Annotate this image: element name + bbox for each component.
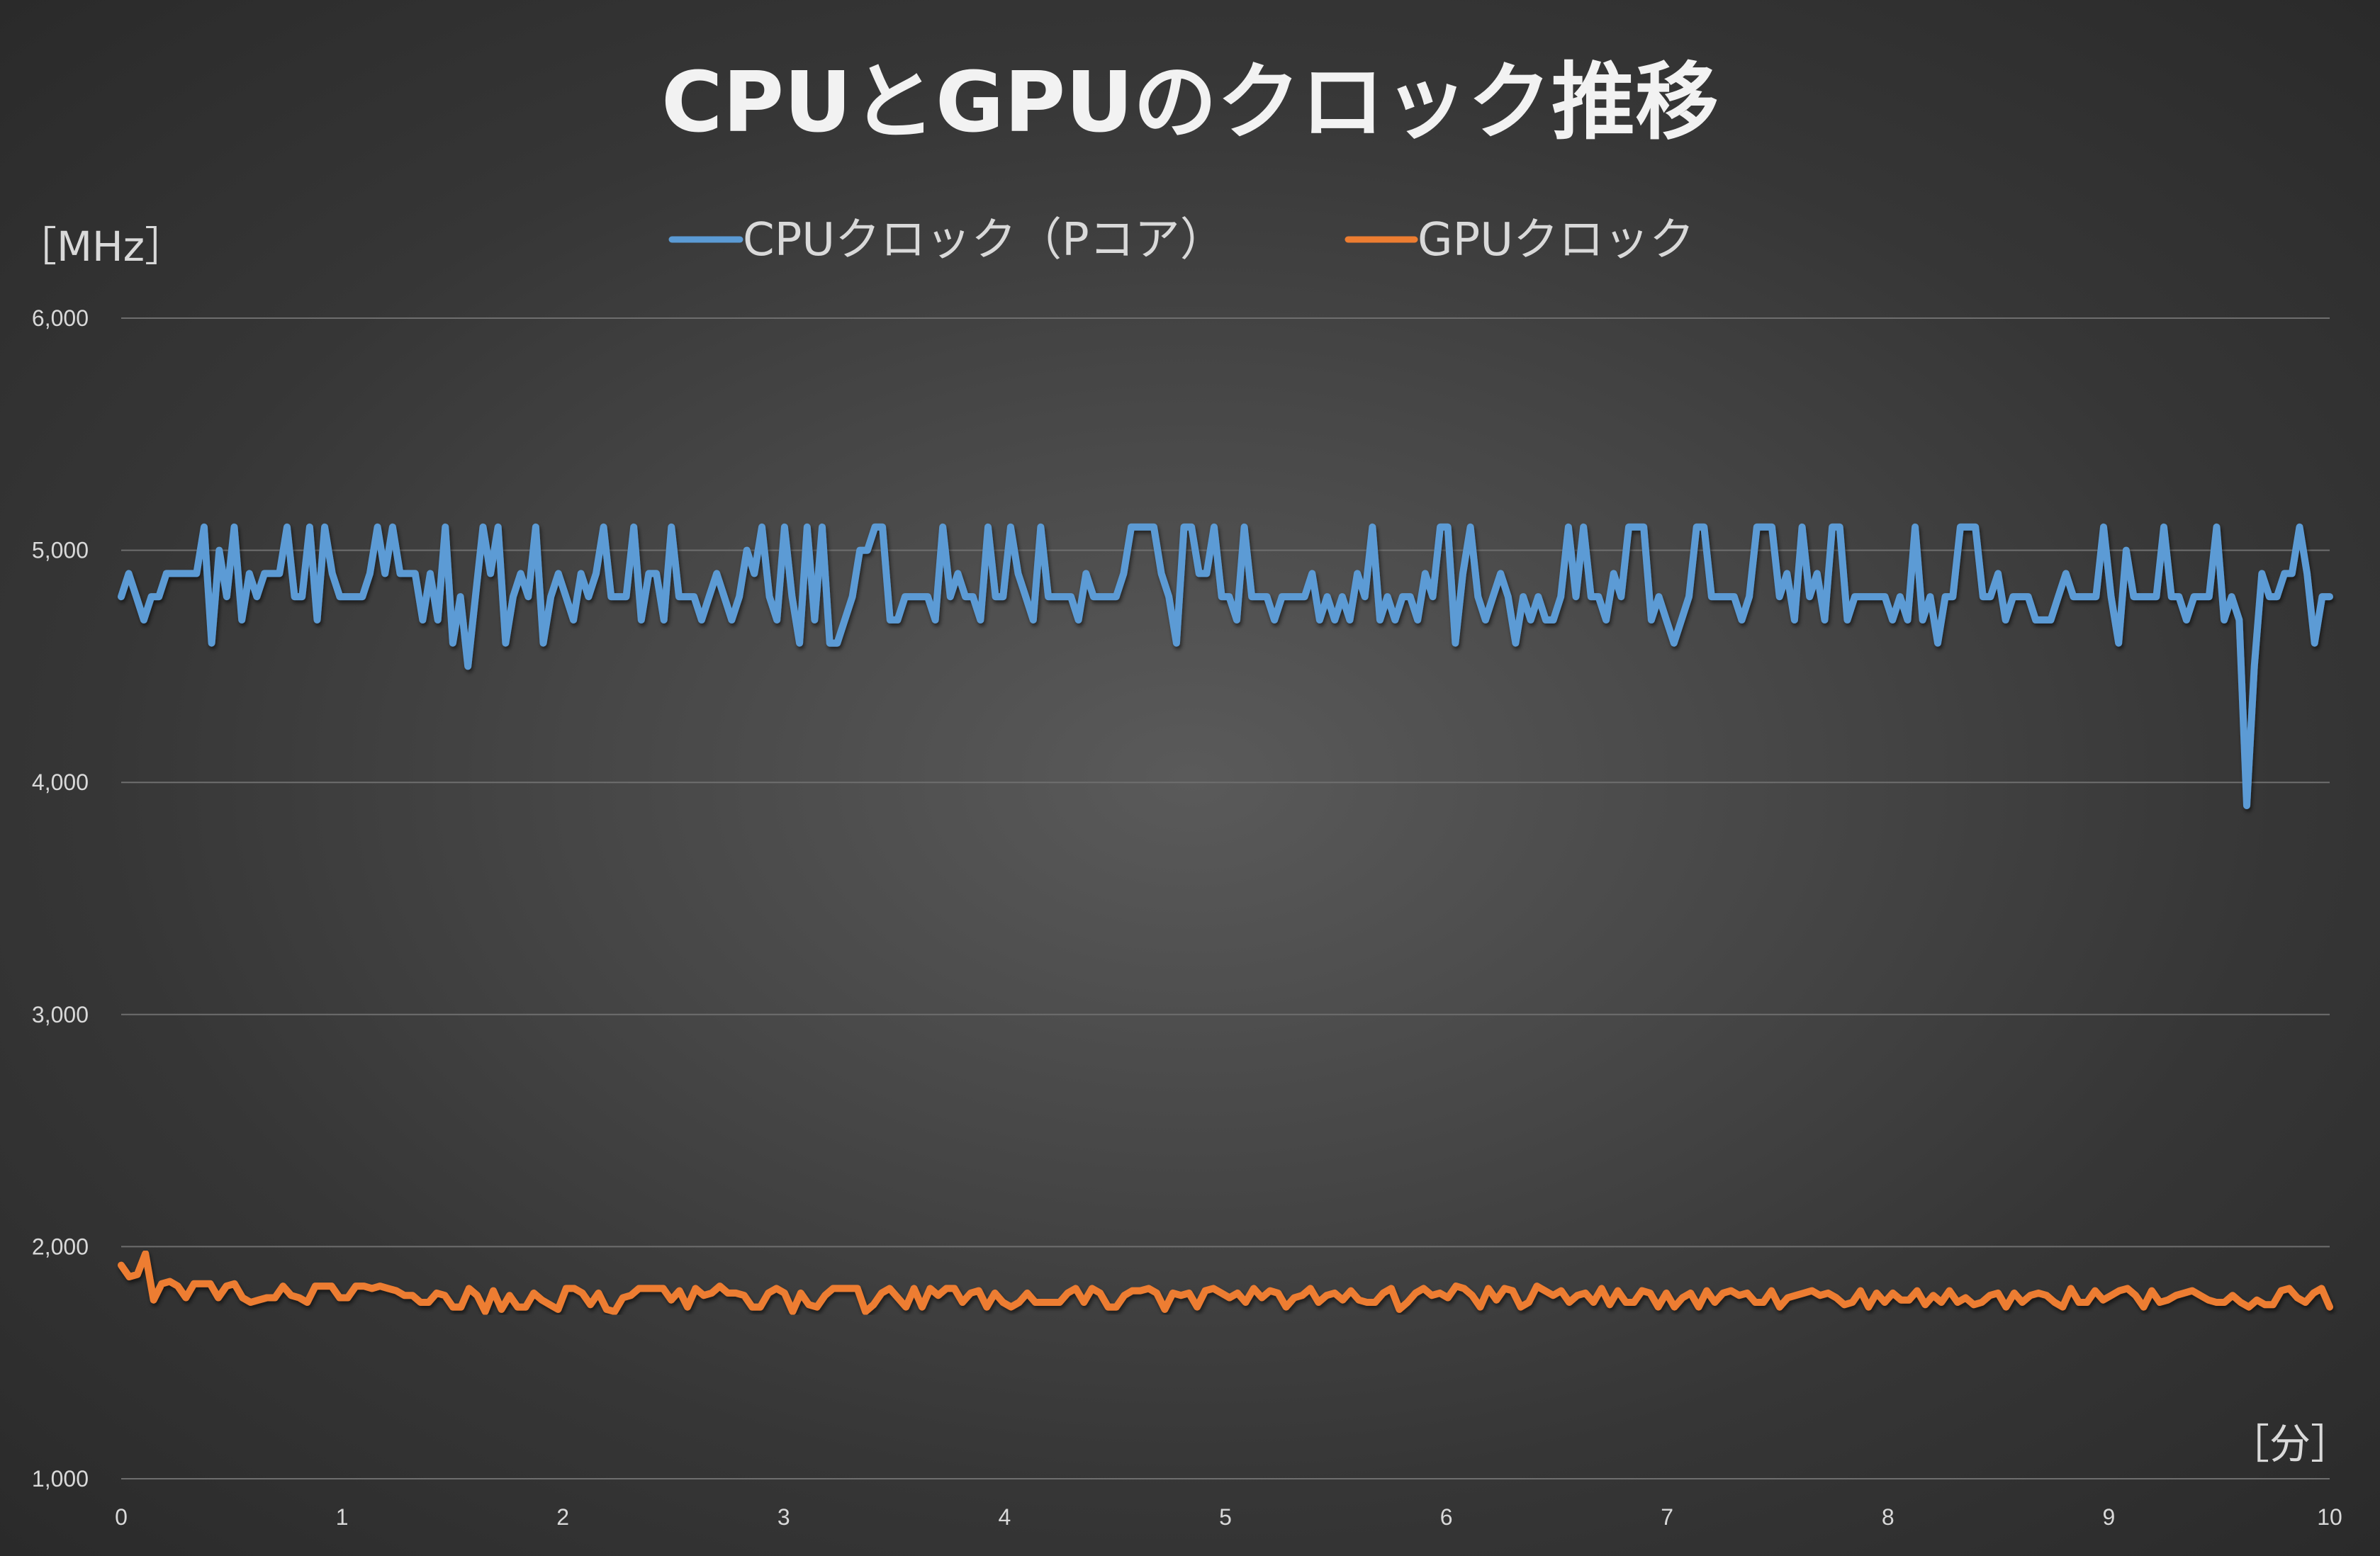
x-tick-label: 5 xyxy=(1219,1504,1232,1530)
series-lines xyxy=(118,523,2333,1316)
y-tick-label: 6,000 xyxy=(32,305,89,331)
x-tick-label: 7 xyxy=(1661,1504,1673,1530)
x-tick-label: 3 xyxy=(778,1504,790,1530)
x-tick-label: 6 xyxy=(1440,1504,1453,1530)
y-axis-ticks: 1,000 2,000 3,000 4,000 5,000 6,000 xyxy=(32,305,89,1492)
y-tick-label: 1,000 xyxy=(32,1466,89,1492)
x-tick-label: 2 xyxy=(556,1504,569,1530)
y-tick-label: 4,000 xyxy=(32,769,89,795)
series-line-gpu xyxy=(118,1250,2333,1316)
x-tick-label: 9 xyxy=(2103,1504,2116,1530)
chart-title: CPUとGPUのクロック推移 xyxy=(661,53,1719,151)
x-tick-label: 4 xyxy=(999,1504,1011,1530)
x-axis-unit-label: ［分］ xyxy=(2228,1420,2352,1468)
x-tick-label: 1 xyxy=(336,1504,349,1530)
y-tick-label: 2,000 xyxy=(32,1234,89,1259)
y-axis-unit-label: ［MHz］ xyxy=(16,222,186,271)
legend-label-cpu: CPUクロック（Pコア） xyxy=(743,214,1225,266)
x-axis-ticks: 0 1 2 3 4 5 6 7 8 9 10 xyxy=(115,1504,2342,1530)
legend-label-gpu: GPUクロック xyxy=(1418,214,1695,266)
series-line-cpu xyxy=(118,523,2333,809)
x-tick-label: 8 xyxy=(1882,1504,1895,1530)
x-tick-label: 10 xyxy=(2317,1504,2342,1530)
x-tick-label: 0 xyxy=(115,1504,128,1530)
legend: CPUクロック（Pコア） GPUクロック xyxy=(668,214,1695,266)
y-tick-label: 3,000 xyxy=(32,1002,89,1027)
y-tick-label: 5,000 xyxy=(32,538,89,563)
